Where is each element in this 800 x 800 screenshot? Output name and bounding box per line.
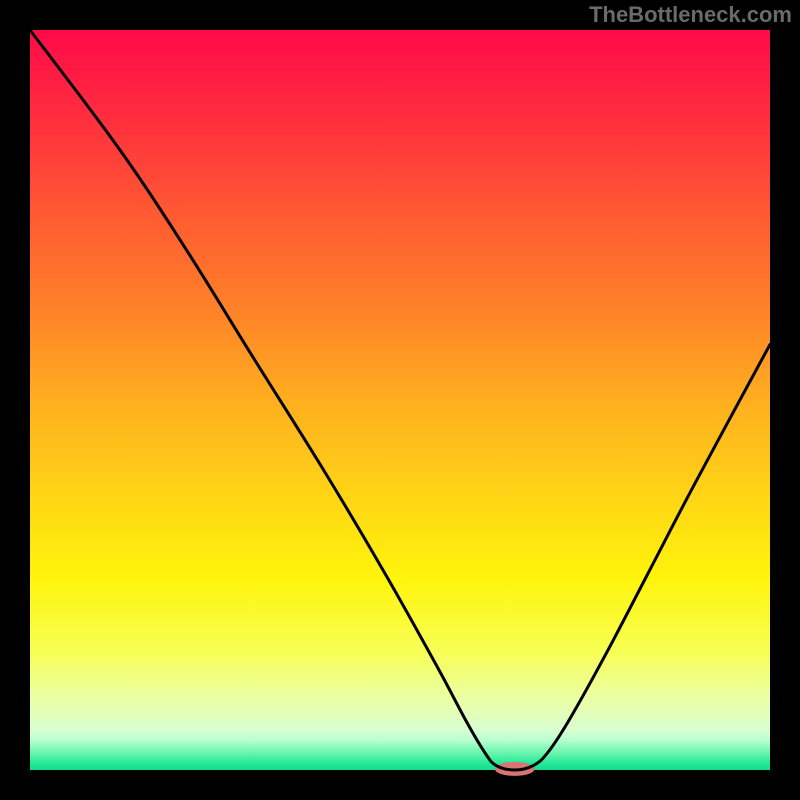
plot-background: [30, 30, 770, 770]
watermark-text: TheBottleneck.com: [589, 2, 792, 28]
bottleneck-chart: [0, 0, 800, 800]
chart-container: TheBottleneck.com: [0, 0, 800, 800]
